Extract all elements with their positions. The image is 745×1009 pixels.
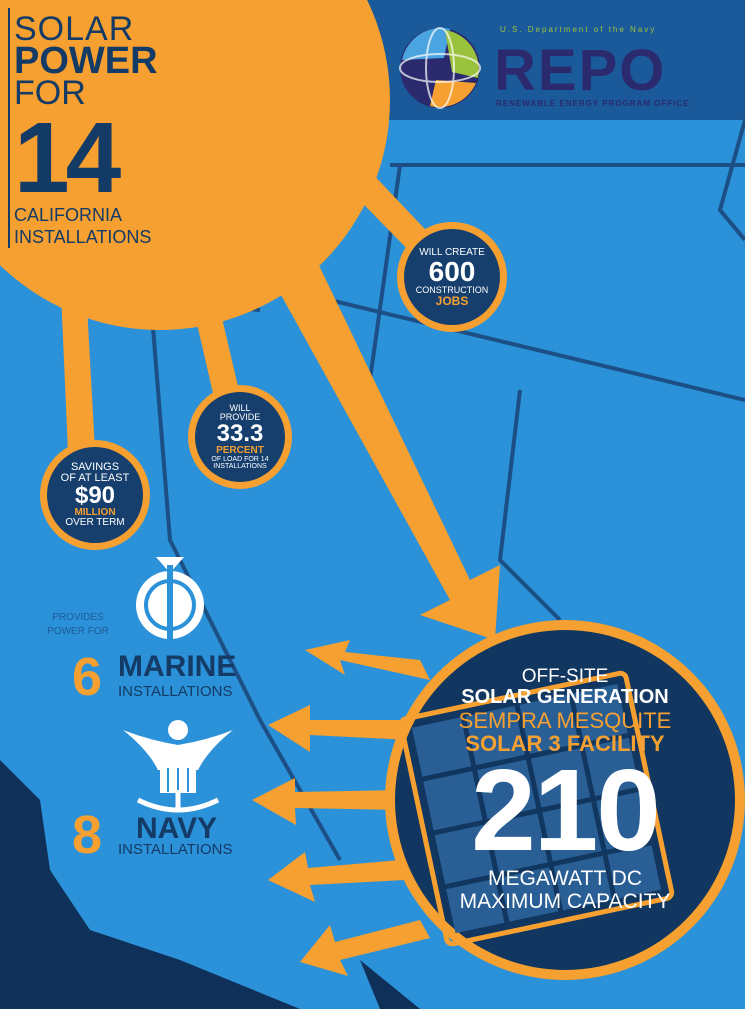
- savings-line2: OF AT LEAST: [60, 472, 130, 484]
- savings-line4: OVER TERM: [65, 517, 125, 528]
- jobs-line2: CONSTRUCTION: [415, 284, 489, 295]
- jobs-value: 600: [428, 255, 476, 287]
- marine-label: MARINE: [118, 650, 237, 683]
- percent-line3: PERCENT: [216, 445, 264, 456]
- facility-line6: MAXIMUM CAPACITY: [459, 890, 671, 913]
- marine-provides-1: PROVIDES: [52, 612, 104, 623]
- marine-sub: INSTALLATIONS: [118, 683, 233, 700]
- jobs-line1: WILL CREATE: [419, 246, 485, 258]
- facility-value: 210: [471, 745, 661, 875]
- jobs-line3: JOBS: [435, 293, 469, 308]
- percent-line4: OF LOAD FOR 14: [211, 456, 269, 463]
- percent-line1: WILL: [229, 403, 251, 413]
- jobs-stat: WILL CREATE 600 CONSTRUCTION JOBS: [404, 229, 500, 325]
- navy-emblem-icon: [123, 720, 233, 813]
- navy-label: NAVY: [136, 812, 218, 845]
- savings-value: $90: [74, 482, 116, 509]
- logo-subtitle: RENEWABLE ENERGY PROGRAM OFFICE: [496, 99, 690, 108]
- facility-line4: SOLAR 3 FACILITY: [465, 731, 665, 756]
- solar-panel-icon: [398, 670, 675, 947]
- percent-line2: PROVIDE: [219, 412, 261, 422]
- navy-count: 8: [72, 805, 103, 865]
- headline-line1: CALIFORNIA: [14, 205, 123, 225]
- marine-count: 6: [72, 647, 103, 707]
- logo-tagline: U.S. Department of the Navy: [500, 25, 657, 34]
- savings-stat: SAVINGS OF AT LEAST $90 MILLION OVER TER…: [47, 447, 143, 543]
- savings-line1: SAVINGS: [70, 461, 120, 473]
- headline-frame: [8, 8, 150, 248]
- facility-line3: SEMPRA MESQUITE: [458, 708, 672, 733]
- facility-line5: MEGAWATT DC: [488, 867, 642, 890]
- facility-line1: OFF-SITE: [521, 666, 609, 687]
- percent-stat: WILL PROVIDE 33.3 PERCENT OF LOAD FOR 14…: [195, 392, 285, 482]
- marine-emblem-icon: [136, 557, 204, 645]
- savings-line3: MILLION: [74, 507, 116, 518]
- headline-for: FOR: [14, 74, 86, 112]
- percent-value: 33.3: [216, 420, 264, 447]
- headline-count: 14: [14, 102, 121, 214]
- percent-line5: INSTALLATIONS: [213, 463, 267, 470]
- navy-sub: INSTALLATIONS: [118, 841, 233, 858]
- headline-power: POWER: [14, 40, 158, 82]
- marine-provides-2: POWER FOR: [47, 626, 109, 637]
- facility-line2: SOLAR GENERATION: [461, 686, 669, 708]
- repo-globe-icon: [399, 27, 481, 109]
- headline-solar: SOLAR: [14, 10, 135, 48]
- logo-name: REPO: [494, 38, 667, 103]
- headline-line2: INSTALLATIONS: [14, 227, 152, 247]
